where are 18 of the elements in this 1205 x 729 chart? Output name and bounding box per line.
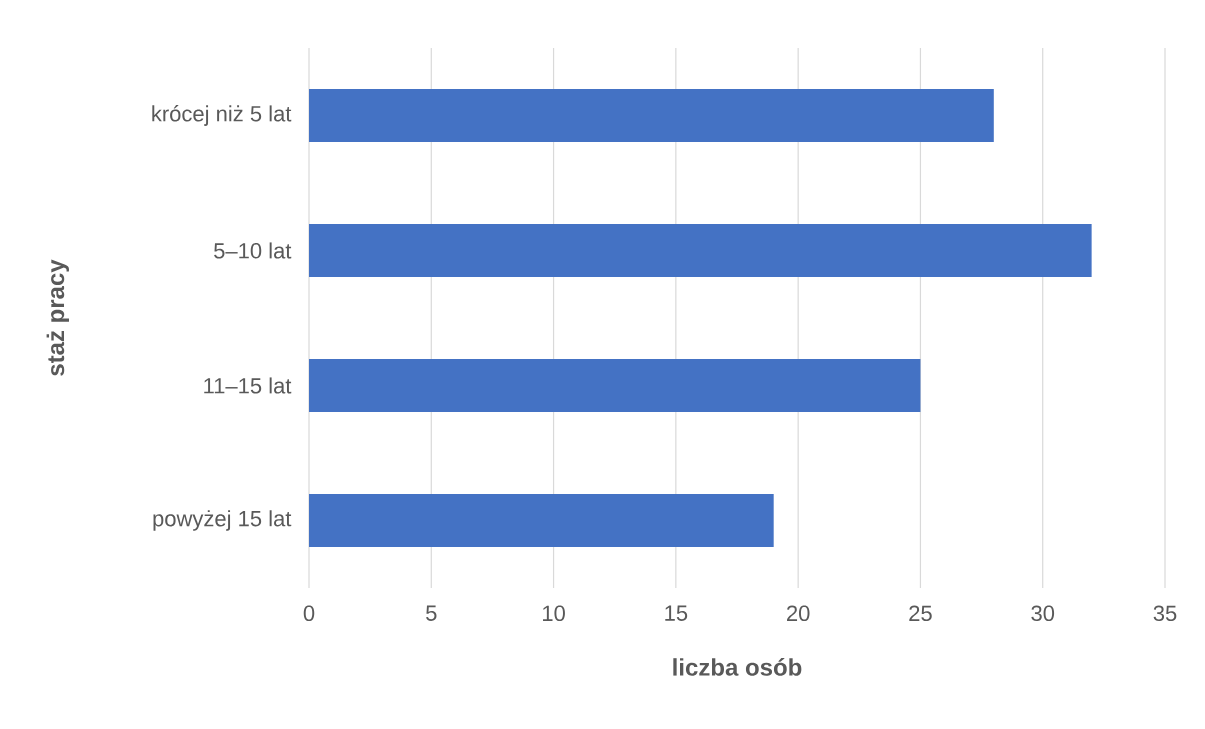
x-tick-label: 35 bbox=[1153, 605, 1177, 622]
y-tick-label: 11–15 lat bbox=[204, 377, 292, 394]
y-tick-label: powyżej 15 lat bbox=[153, 510, 292, 531]
x-tick-label: 30 bbox=[1031, 605, 1055, 622]
bar bbox=[309, 494, 774, 548]
x-tick-label: 20 bbox=[787, 605, 810, 622]
x-tick-label: 25 bbox=[909, 605, 932, 622]
y-axis-title: staż pracy bbox=[46, 259, 69, 376]
x-tick-label: 0 bbox=[303, 605, 315, 622]
x-tick-label: 15 bbox=[665, 605, 688, 621]
x-tick-label: 10 bbox=[543, 605, 565, 622]
x-axis-title: liczba osób bbox=[673, 657, 802, 676]
bar bbox=[309, 224, 1092, 278]
x-tick-label: 5 bbox=[426, 605, 437, 621]
bar bbox=[309, 359, 921, 413]
y-tick-label: krócej niż 5 lat bbox=[152, 105, 292, 126]
bar bbox=[309, 89, 994, 143]
y-tick-label: 5–10 lat bbox=[214, 242, 292, 259]
